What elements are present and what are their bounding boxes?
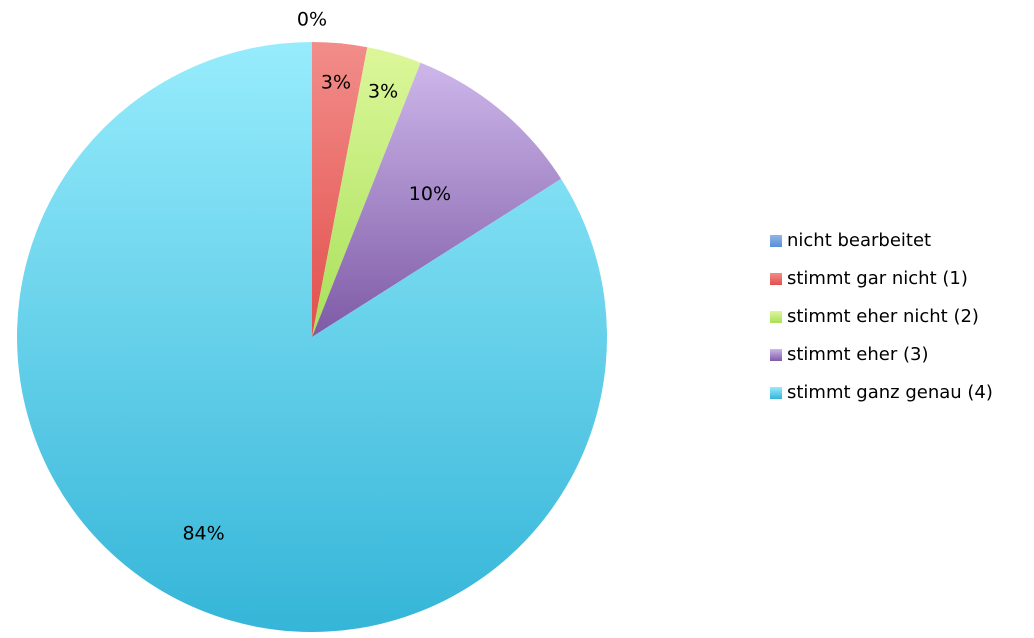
pie-slice-stimmt-gar-nicht-1 (312, 42, 368, 337)
legend-item-stimmt-gar-nicht-1: stimmt gar nicht (1) (770, 268, 968, 289)
legend-item-nicht-bearbeitet: nicht bearbeitet (770, 230, 931, 251)
legend-label: stimmt gar nicht (1) (787, 268, 968, 289)
legend-swatch (770, 349, 782, 361)
pie-slices (16, 42, 607, 632)
legend-swatch (770, 273, 782, 285)
legend-swatch (770, 387, 782, 399)
pie-slice-stimmt-ganz-genau-4 (16, 42, 607, 632)
slice-label-stimmt-gar-nicht-1: 3% (321, 72, 351, 94)
slice-label-stimmt-eher-nicht-2: 3% (368, 81, 398, 103)
legend-label: stimmt eher (3) (787, 344, 928, 365)
slice-label-stimmt-eher-3: 10% (409, 183, 451, 205)
pie-slice-stimmt-eher-3 (312, 62, 562, 337)
legend-swatch (770, 311, 782, 323)
legend-label: stimmt ganz genau (4) (787, 382, 993, 403)
slice-label-nicht-bearbeitet: 0% (297, 9, 327, 31)
legend-label: nicht bearbeitet (787, 230, 931, 251)
legend: nicht bearbeitet stimmt gar nicht (1) stim… (770, 230, 993, 403)
slice-label-stimmt-ganz-genau-4: 84% (182, 523, 224, 545)
pie-slice-stimmt-eher-nicht-2 (312, 47, 421, 338)
legend-item-stimmt-ganz-genau-4: stimmt ganz genau (4) (770, 382, 993, 403)
slice-labels: 0% 3% 3% 10% 84% (182, 9, 451, 545)
legend-label: stimmt eher nicht (2) (787, 306, 979, 327)
legend-item-stimmt-eher-nicht-2: stimmt eher nicht (2) (770, 306, 979, 327)
legend-item-stimmt-eher-3: stimmt eher (3) (770, 344, 928, 365)
legend-swatch (770, 235, 782, 247)
